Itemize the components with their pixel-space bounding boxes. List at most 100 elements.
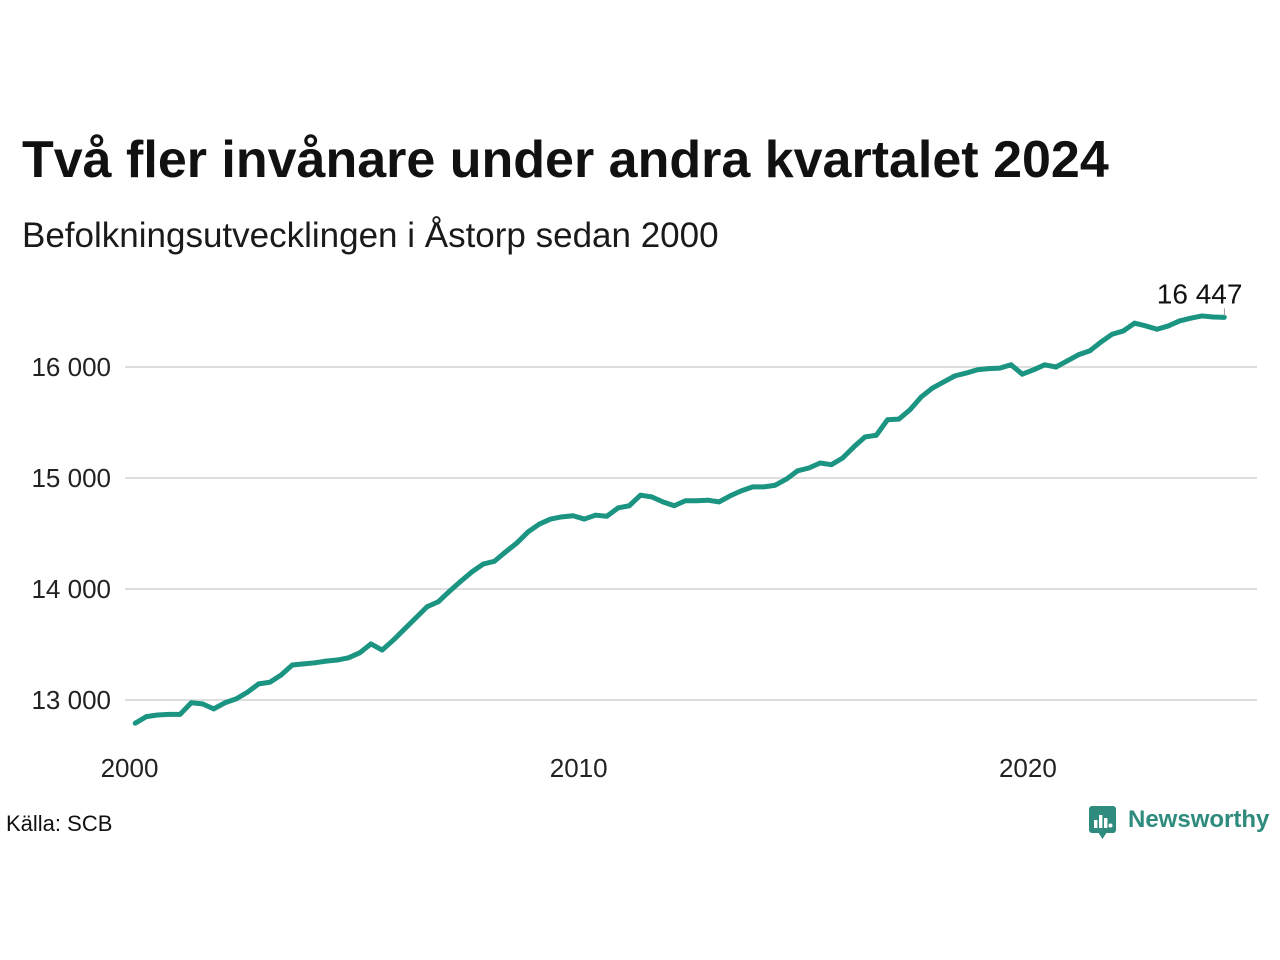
data-point [1199, 313, 1205, 319]
chart-title: Två fler invånare under andra kvartalet … [22, 131, 1109, 189]
data-point [346, 655, 351, 661]
data-point [166, 712, 172, 717]
data-point [391, 637, 396, 643]
data-point [536, 521, 542, 527]
data-point [188, 700, 194, 706]
data-point [480, 561, 486, 567]
data-point [525, 529, 531, 535]
data-point [357, 650, 363, 656]
chart-subtitle: Befolkningsutvecklingen i Åstorp sedan 2… [22, 216, 719, 255]
data-point [222, 700, 228, 706]
data-point [963, 370, 969, 376]
data-point [750, 484, 756, 490]
data-point [1031, 367, 1036, 373]
data-point [840, 455, 846, 461]
data-point [660, 499, 666, 505]
data-point [492, 558, 497, 564]
series-layer [132, 313, 1227, 726]
y-tick-label: 14 000 [31, 574, 111, 604]
data-point [1042, 362, 1048, 368]
data-point [1132, 320, 1137, 326]
data-point [447, 588, 452, 594]
data-point [604, 513, 610, 519]
data-point [548, 516, 554, 522]
data-point [930, 385, 935, 391]
data-point [458, 578, 464, 584]
data-point [1008, 362, 1014, 368]
data-point [851, 444, 857, 450]
data-point [862, 434, 868, 440]
newsworthy-logo-text: Newsworthy [1128, 806, 1270, 833]
newsworthy-logo-icon [1089, 806, 1116, 840]
data-point [1188, 315, 1194, 321]
data-point [503, 549, 509, 555]
data-point [1053, 364, 1059, 370]
data-point [143, 714, 149, 720]
population-line [133, 313, 1225, 726]
data-point [873, 432, 879, 438]
y-gridlines [125, 366, 1257, 701]
data-point [211, 706, 217, 712]
data-point [593, 512, 598, 518]
data-point [278, 672, 284, 678]
data-point [301, 661, 306, 667]
data-point [1076, 352, 1081, 358]
data-point [1098, 339, 1104, 345]
data-point [638, 492, 643, 498]
data-point [918, 394, 924, 400]
source-note: Källa: SCB [6, 811, 113, 836]
data-point [1177, 318, 1182, 324]
data-point [200, 701, 205, 707]
y-tick-label: 16 000 [31, 352, 111, 382]
data-point [368, 641, 374, 647]
data-point [233, 696, 239, 702]
data-point [974, 367, 980, 373]
data-point [413, 615, 419, 621]
data-point [772, 482, 778, 488]
data-point [323, 658, 329, 664]
data-point [806, 465, 812, 471]
data-point [402, 626, 408, 632]
x-tick-label: 2020 [999, 753, 1057, 783]
data-point [626, 503, 632, 509]
data-point [784, 476, 789, 482]
y-tick-label: 13 000 [31, 685, 111, 715]
data-point [570, 513, 576, 519]
data-point [256, 681, 262, 687]
data-point [615, 505, 621, 511]
data-point [941, 379, 947, 385]
data-point [1109, 331, 1115, 337]
data-point [424, 604, 430, 610]
data-point [1210, 314, 1216, 320]
data-point [1087, 348, 1093, 354]
data-point [885, 417, 890, 423]
y-tick-label: 15 000 [31, 463, 111, 493]
data-point [1064, 358, 1070, 364]
data-point [694, 498, 700, 504]
data-point [1120, 328, 1126, 334]
data-point [469, 569, 475, 575]
data-point [761, 484, 767, 490]
data-point [559, 514, 565, 520]
data-point [1143, 323, 1149, 329]
annotation-layer: 16 447 [1157, 278, 1243, 316]
x-axis-tick-labels: 2000 2010 2020 [101, 753, 1057, 783]
data-point [682, 498, 688, 504]
newsworthy-logo: Newsworthy [1089, 804, 1269, 842]
data-point [739, 488, 744, 494]
data-point [132, 720, 138, 726]
data-point [581, 516, 587, 522]
data-point [435, 599, 441, 605]
data-point [649, 494, 655, 500]
data-point [705, 497, 711, 503]
data-point [828, 462, 834, 468]
data-point [1154, 326, 1160, 332]
data-point [671, 503, 677, 509]
data-point [952, 373, 958, 379]
data-point [514, 540, 520, 546]
value-label: 16 447 [1157, 278, 1243, 309]
y-axis-tick-labels: 13 000 14 000 15 000 16 000 [31, 352, 111, 715]
data-point [1222, 314, 1227, 320]
